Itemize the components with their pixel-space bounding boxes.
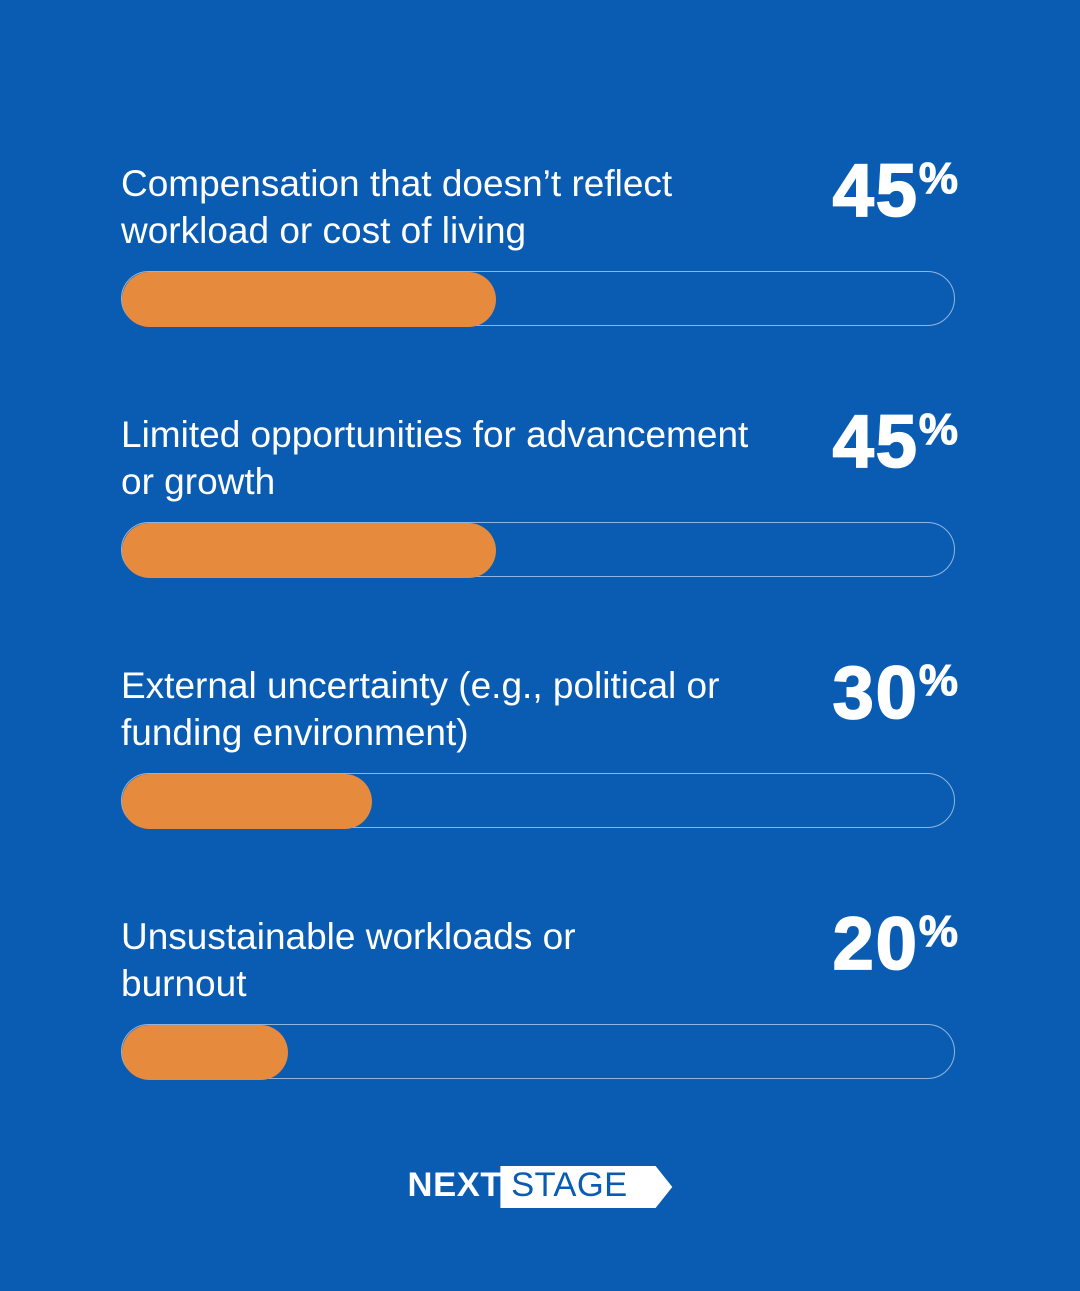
svg-text:NEXT: NEXT (408, 1166, 503, 1204)
svg-text:STAGE: STAGE (511, 1166, 627, 1204)
